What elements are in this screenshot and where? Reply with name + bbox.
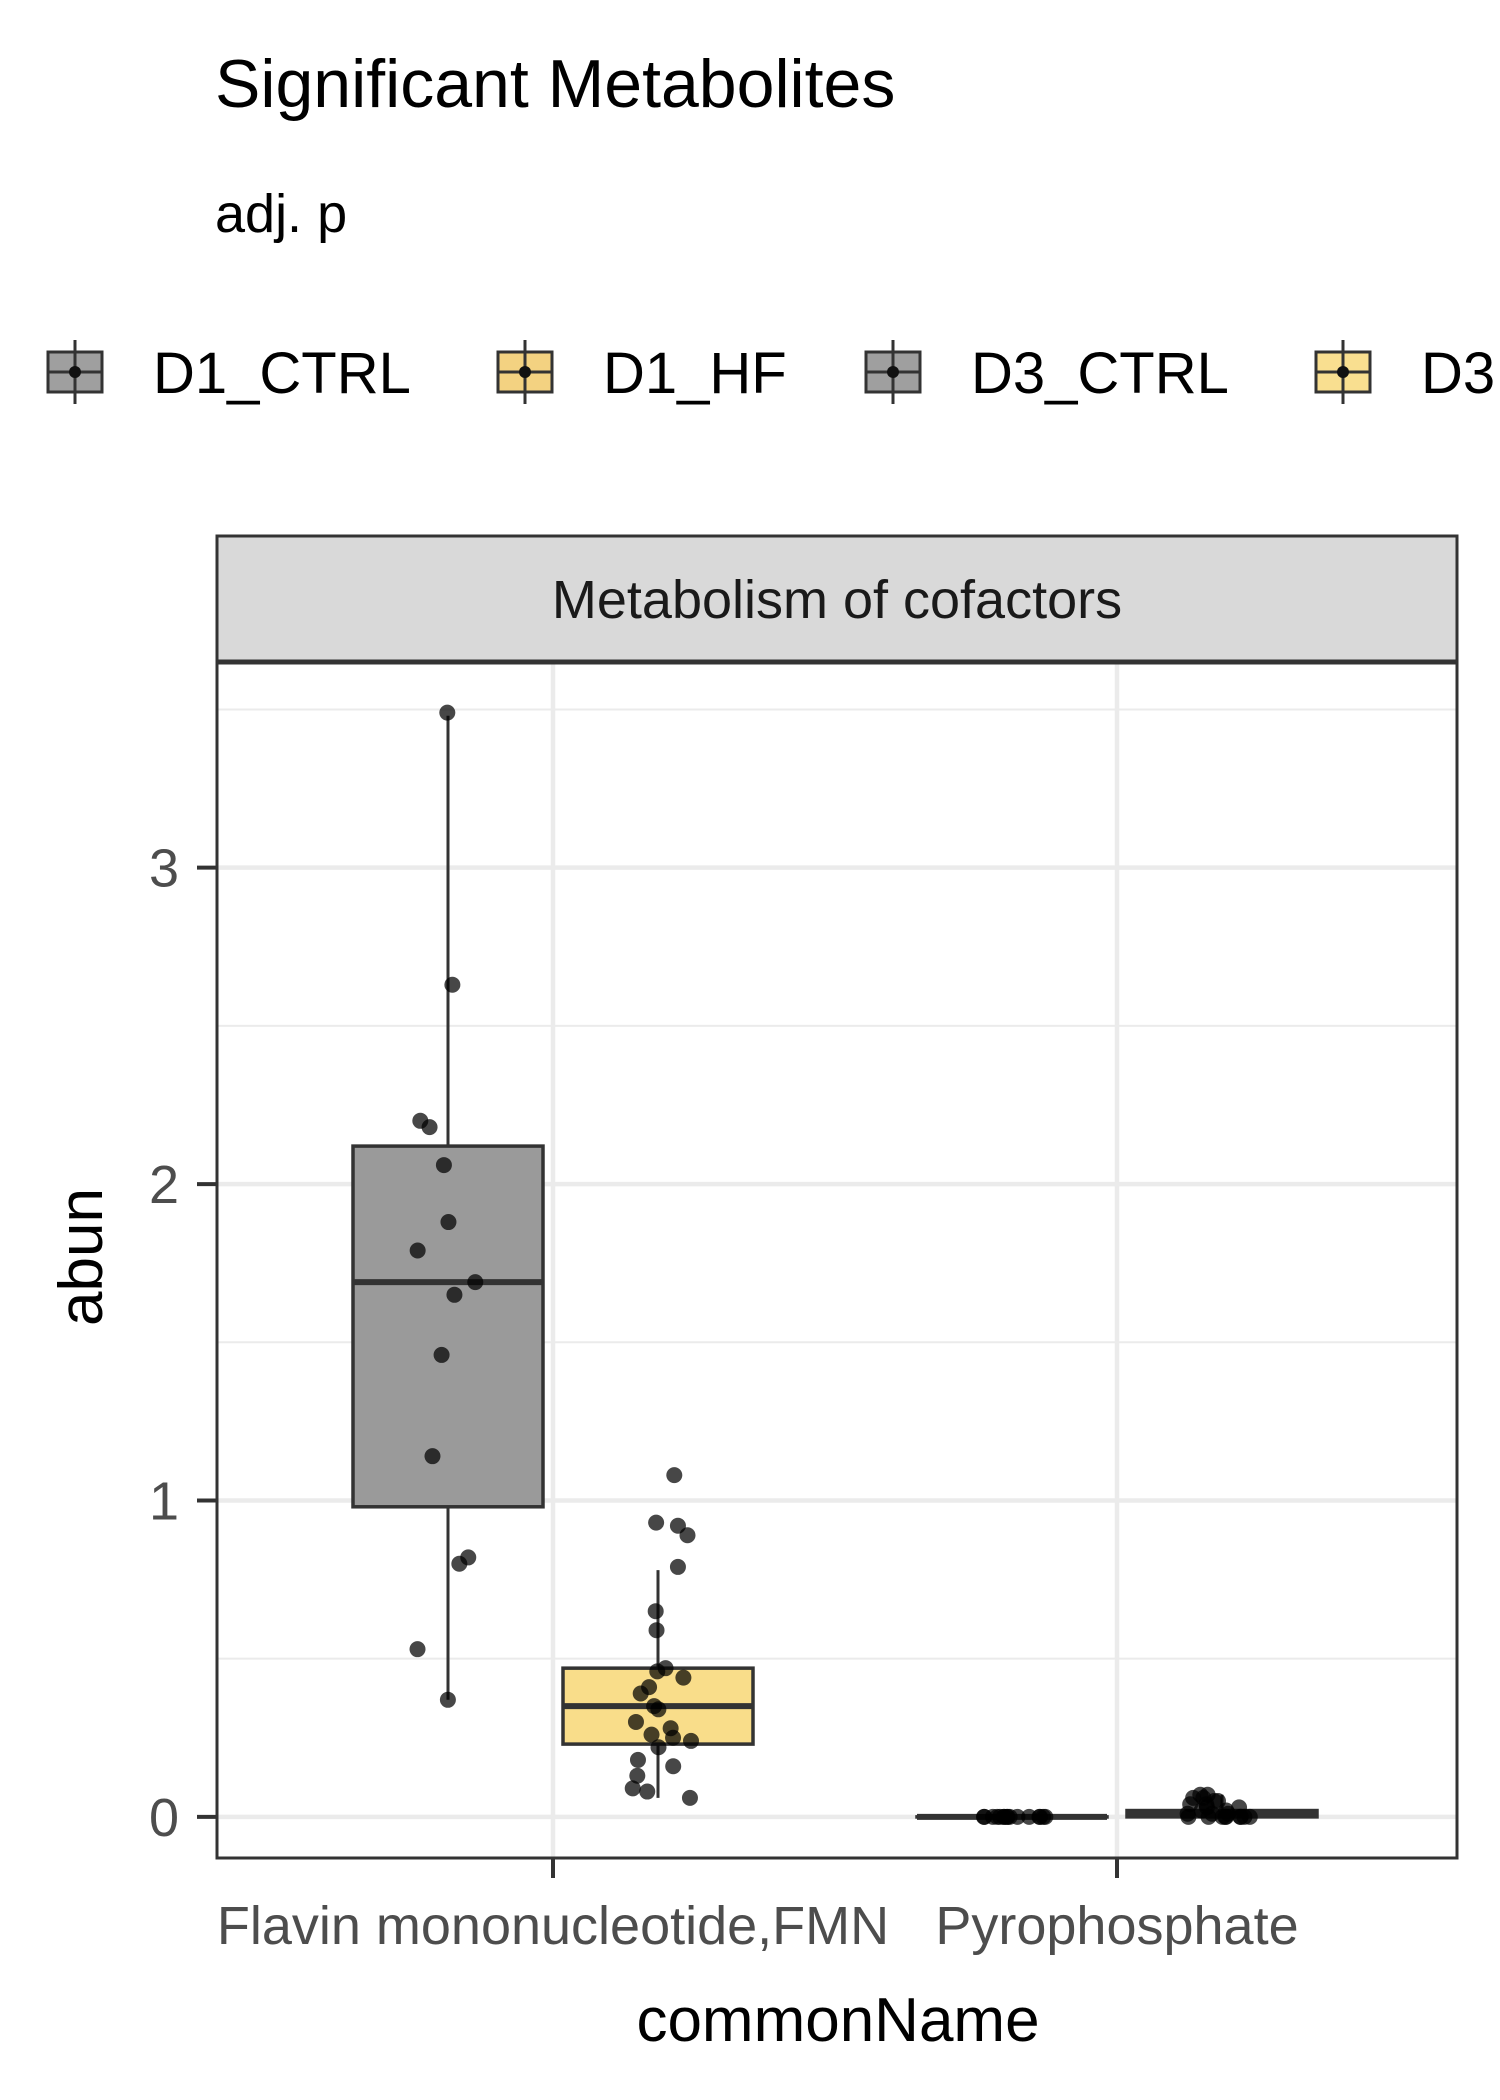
data-point bbox=[643, 1726, 660, 1743]
legend-key-point bbox=[519, 366, 531, 378]
data-point bbox=[666, 1467, 683, 1484]
data-point bbox=[669, 1558, 686, 1575]
data-point bbox=[639, 1783, 656, 1800]
data-point bbox=[679, 1527, 696, 1544]
data-point bbox=[648, 1514, 665, 1531]
legend-item: D1_CTRL bbox=[46, 340, 411, 406]
chart-subtitle: adj. p bbox=[215, 184, 347, 244]
data-point bbox=[650, 1739, 667, 1756]
data-point bbox=[1180, 1808, 1197, 1825]
data-point bbox=[435, 1157, 452, 1174]
data-point bbox=[409, 1641, 426, 1658]
legend-key-point bbox=[887, 366, 899, 378]
data-point bbox=[439, 1691, 456, 1708]
data-point bbox=[1232, 1808, 1249, 1825]
data-point bbox=[675, 1669, 692, 1686]
x-axis-title: commonName bbox=[636, 1986, 1039, 2055]
data-point bbox=[451, 1555, 468, 1572]
data-point bbox=[629, 1751, 646, 1768]
box-D3 bbox=[1125, 1786, 1319, 1825]
data-point bbox=[446, 1286, 463, 1303]
box-D1_CTRL bbox=[351, 704, 545, 1708]
data-point bbox=[1001, 1808, 1018, 1825]
legend-key-point bbox=[69, 366, 81, 378]
legend-label: D1_HF bbox=[603, 341, 787, 406]
y-tick-label: 0 bbox=[149, 1788, 179, 1848]
chart-title: Significant Metabolites bbox=[215, 46, 895, 122]
data-point bbox=[649, 1663, 666, 1680]
plot-area: Metabolism of cofactors 0 1 2 3 Flavin mononu… bbox=[149, 534, 1459, 1956]
x-tick-label: Flavin mononucleotide,FMN bbox=[217, 1896, 889, 1956]
data-point bbox=[647, 1603, 664, 1620]
data-point bbox=[976, 1808, 993, 1825]
box-D1_HF bbox=[561, 1467, 755, 1806]
data-point bbox=[1214, 1808, 1231, 1825]
legend-item: D1_HF bbox=[496, 340, 787, 406]
data-point bbox=[440, 1214, 457, 1231]
legend-label: D3_CTRL bbox=[971, 341, 1229, 406]
legend: D1_CTRL D1_HF D3_CTRL D3 bbox=[46, 340, 1495, 406]
facet-strip-label: Metabolism of cofactors bbox=[552, 570, 1122, 630]
y-axis-title: abun bbox=[47, 1188, 116, 1326]
y-tick-label: 1 bbox=[149, 1471, 179, 1531]
data-point bbox=[648, 1622, 665, 1639]
legend-key-point bbox=[1337, 366, 1349, 378]
data-point bbox=[1032, 1808, 1049, 1825]
box-D3_CTRL bbox=[915, 1808, 1109, 1825]
data-point bbox=[444, 976, 461, 993]
data-point bbox=[421, 1119, 438, 1136]
legend-item: D3 bbox=[1314, 340, 1495, 406]
data-point bbox=[1200, 1808, 1217, 1825]
x-tick-label: Pyrophosphate bbox=[935, 1896, 1298, 1956]
data-point bbox=[650, 1701, 667, 1718]
data-point bbox=[624, 1780, 641, 1797]
legend-label: D3 bbox=[1421, 341, 1495, 406]
data-point bbox=[681, 1789, 698, 1806]
data-point bbox=[665, 1729, 682, 1746]
y-tick-label: 2 bbox=[149, 1155, 179, 1215]
data-point bbox=[632, 1685, 649, 1702]
data-point bbox=[424, 1448, 441, 1465]
data-point bbox=[433, 1346, 450, 1363]
y-tick-label: 3 bbox=[149, 839, 179, 899]
data-point bbox=[629, 1767, 646, 1784]
data-point bbox=[409, 1242, 426, 1259]
data-point bbox=[467, 1274, 484, 1291]
data-point bbox=[439, 704, 456, 721]
data-point bbox=[683, 1732, 700, 1749]
legend-item: D3_CTRL bbox=[864, 340, 1229, 406]
panel-border bbox=[215, 534, 1459, 1860]
data-point bbox=[665, 1758, 682, 1775]
data-point bbox=[627, 1713, 644, 1730]
box-body bbox=[351, 1144, 545, 1509]
legend-label: D1_CTRL bbox=[153, 341, 411, 406]
